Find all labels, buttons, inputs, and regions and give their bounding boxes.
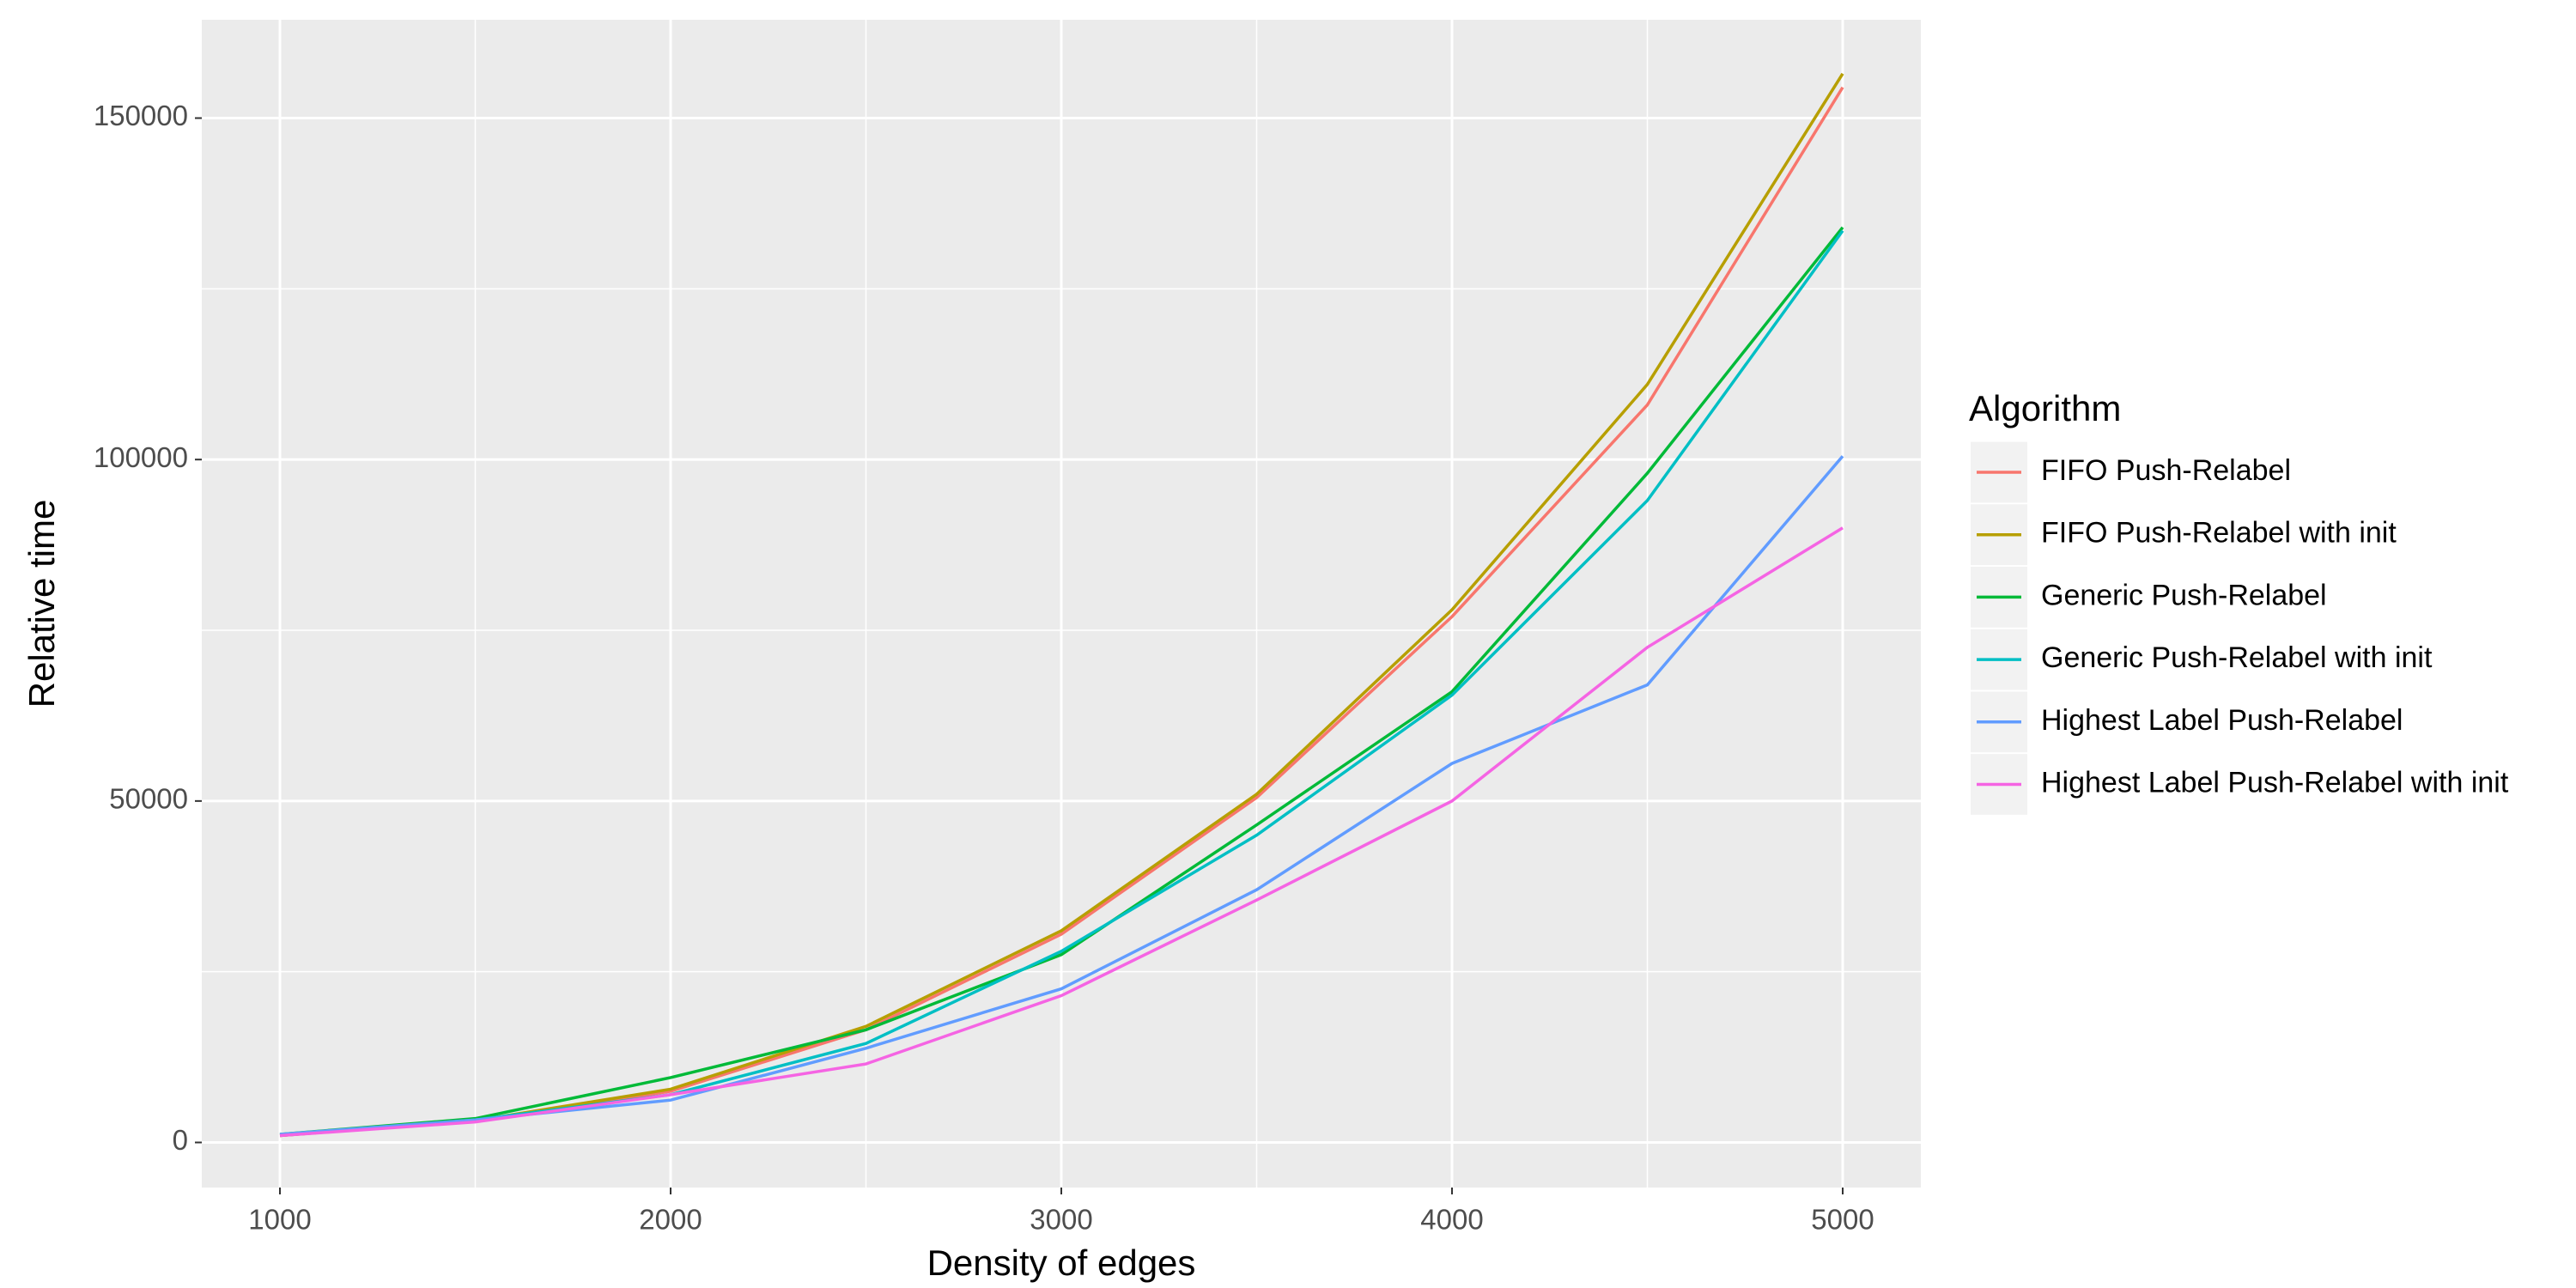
x-tick-label: 2000 [639,1204,702,1236]
x-tick-label: 1000 [248,1204,311,1236]
y-tick-label: 50000 [109,783,188,815]
legend-label: Generic Push-Relabel with init [2041,641,2433,674]
legend-label: FIFO Push-Relabel [2041,454,2291,487]
x-tick-label: 4000 [1420,1204,1483,1236]
legend-label: Highest Label Push-Relabel [2041,704,2403,737]
y-tick-label: 0 [173,1124,188,1156]
y-axis-title: Relative time [21,500,62,708]
y-tick-label: 150000 [94,100,188,131]
legend-label: Highest Label Push-Relabel with init [2041,766,2509,799]
series-line [279,226,1844,1136]
series-line [279,526,1844,1138]
legend-label: Generic Push-Relabel [2041,579,2327,611]
x-axis-title: Density of edges [927,1242,1196,1283]
x-tick-label: 5000 [1811,1204,1874,1236]
y-tick-label: 100000 [94,441,188,473]
legend-label: FIFO Push-Relabel with init [2041,517,2397,550]
x-tick-label: 3000 [1030,1204,1092,1236]
legend-title: Algorithm [1969,388,2121,428]
